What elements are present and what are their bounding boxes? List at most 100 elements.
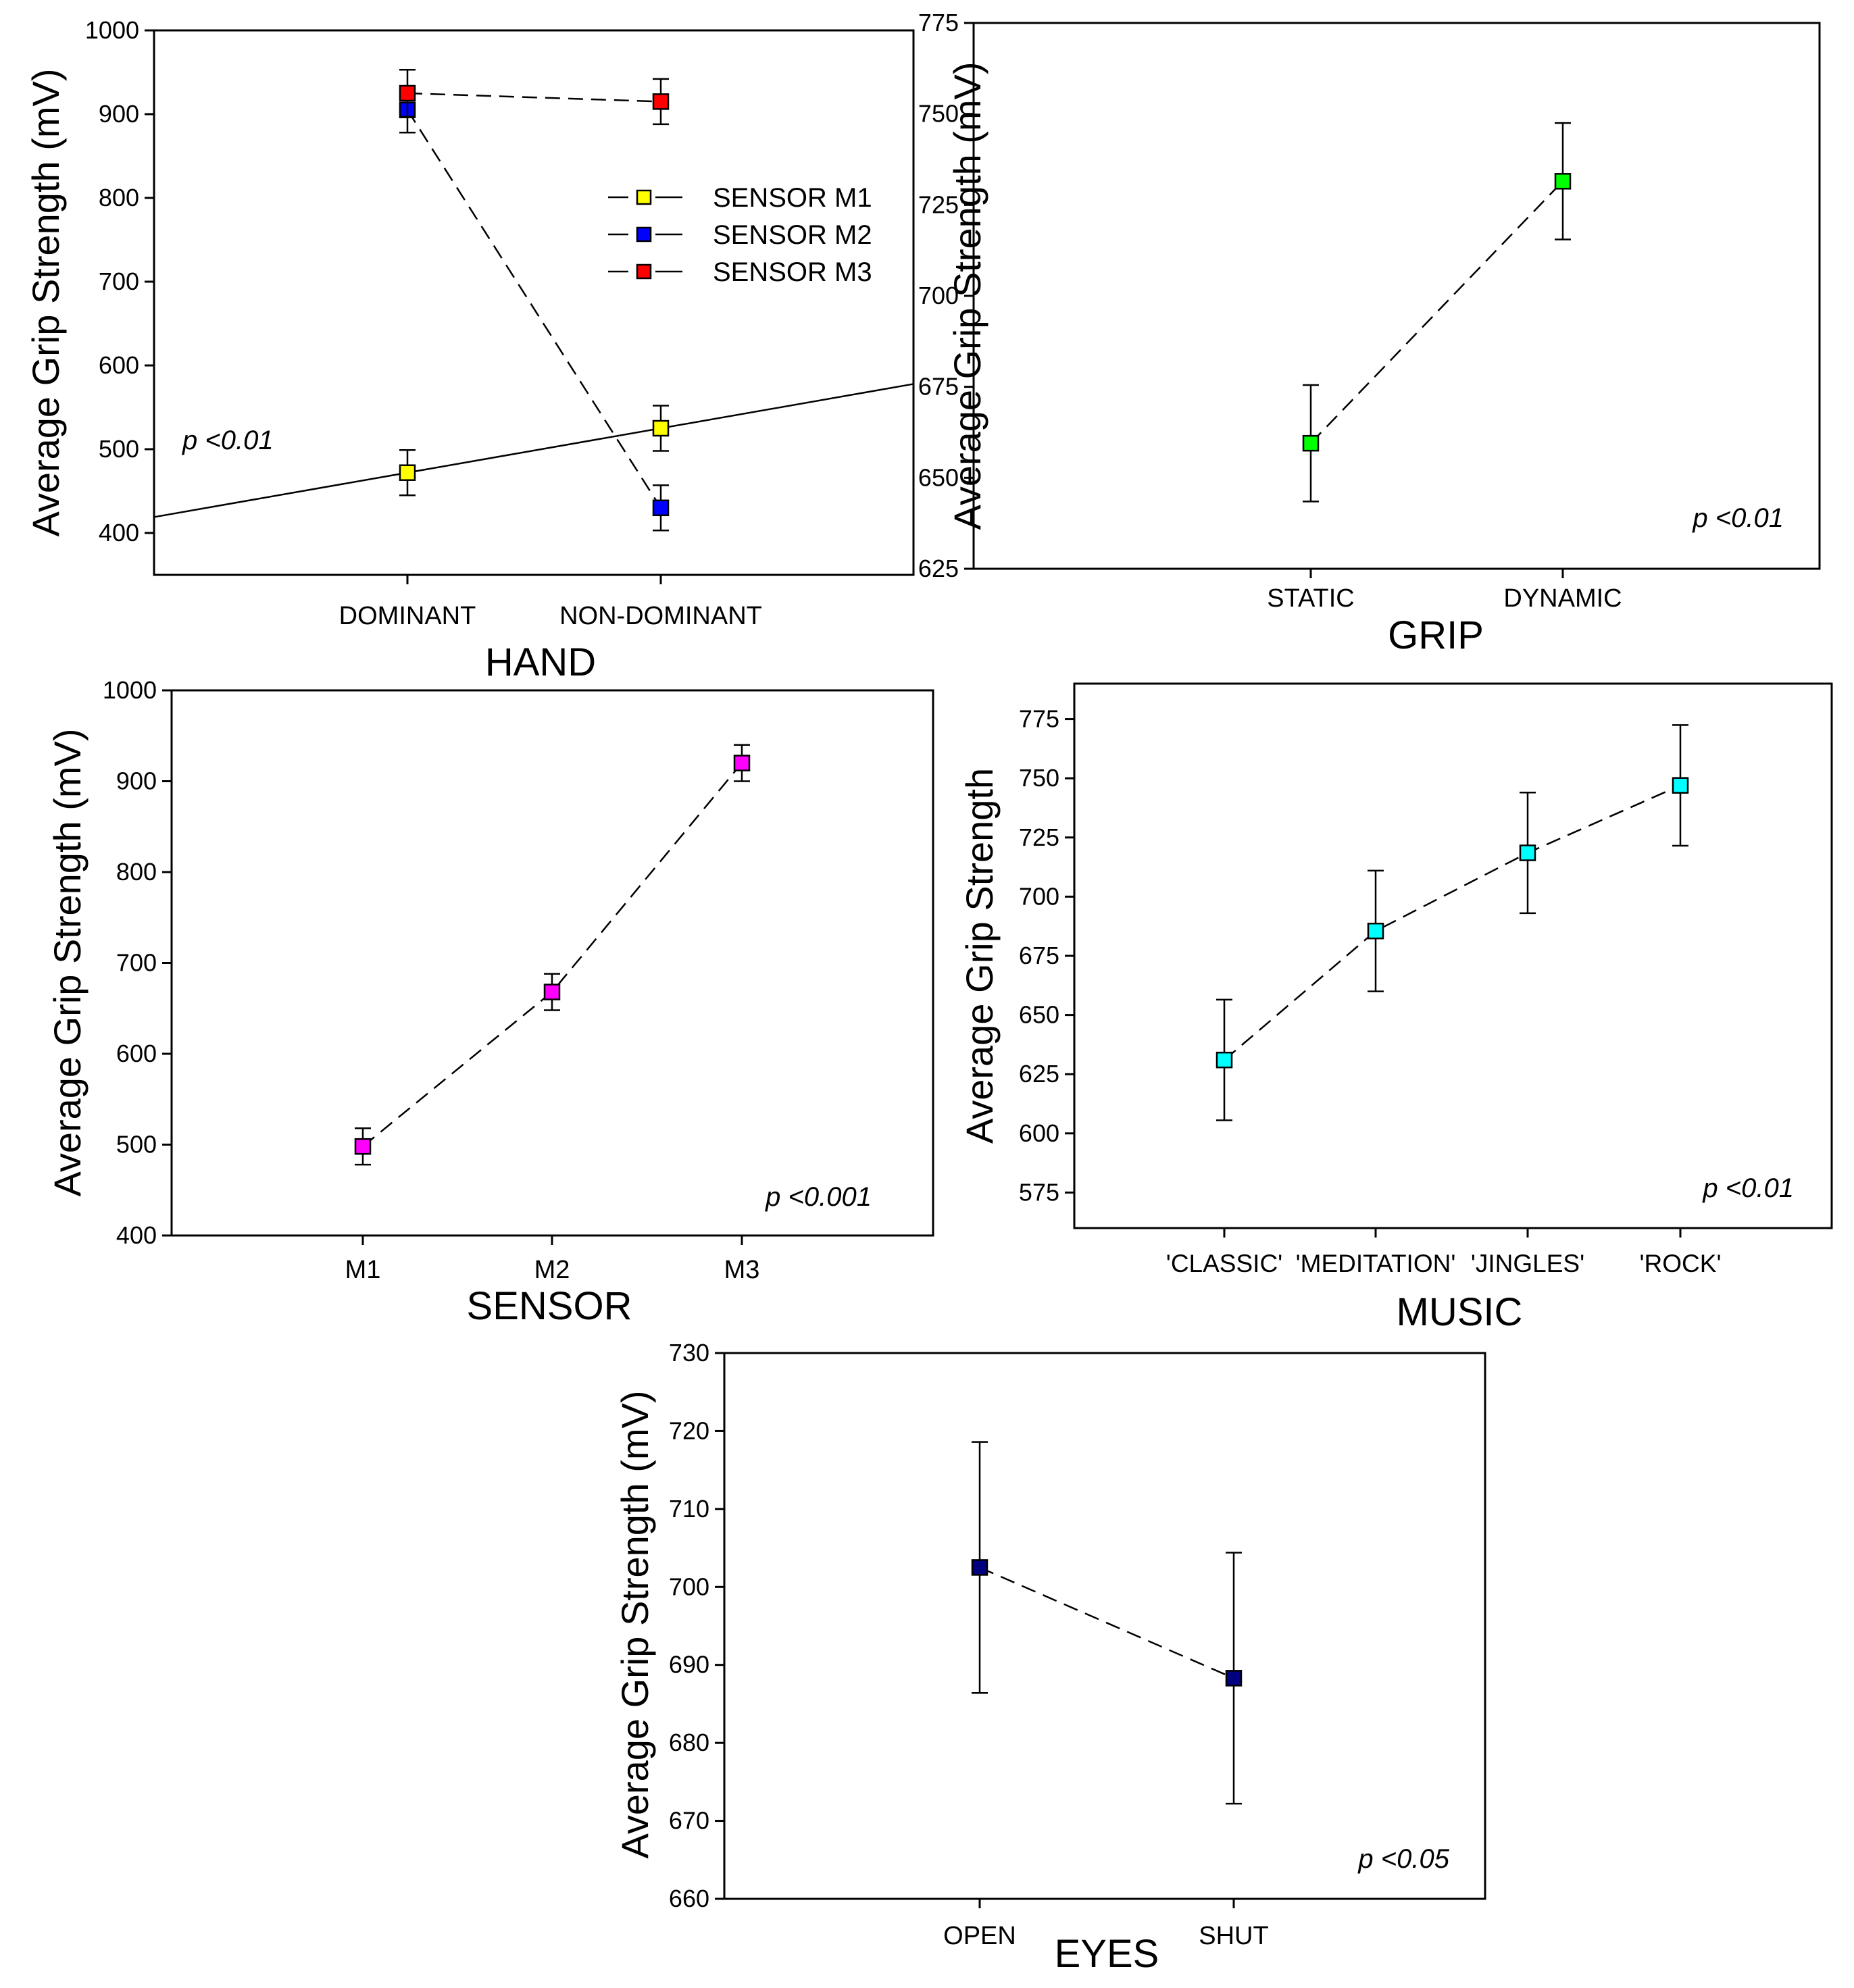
x-axis-title: MUSIC (1397, 1290, 1523, 1334)
chart-grip: 625 650 675 700 725 750 775 STATIC DYNAMIC GRIP Av… (918, 9, 1821, 657)
y-axis-title: Average Grip Strength (mV) (946, 61, 988, 530)
p-value-annotation: p <0.01 (182, 426, 274, 455)
series-sensor-m3: SENSOR M3 (399, 69, 872, 287)
x-tick-label: 'JINGLES' (1471, 1250, 1584, 1277)
data-point (652, 499, 670, 517)
y-tick-label: 700 (918, 282, 959, 309)
x-tick-label: M2 (534, 1256, 570, 1284)
p-value-annotation: p <0.01 (1702, 1173, 1794, 1203)
y-tick-label: 400 (116, 1221, 157, 1249)
x-tick-label: 'ROCK' (1639, 1250, 1721, 1277)
data-point (1367, 922, 1384, 940)
data-point (543, 984, 561, 1000)
y-tick-label: 800 (116, 858, 157, 886)
legend-label: SENSOR M2 (713, 220, 872, 250)
y-tick-label: 725 (1019, 823, 1059, 851)
data-point (971, 1559, 988, 1576)
y-tick-label: 720 (669, 1417, 709, 1444)
y-tick-label: 625 (918, 555, 959, 582)
series-line (1224, 784, 1681, 1061)
y-tick-label: 600 (1019, 1119, 1059, 1147)
y-axis-title: Average Grip Strength (mV) (46, 728, 89, 1196)
series-sensor-m2: SENSOR M2 (399, 86, 872, 532)
x-tick-label: OPEN (943, 1922, 1016, 1950)
p-value-annotation: p <0.05 (1357, 1844, 1449, 1874)
series-music (1216, 724, 1689, 1121)
legend-label: SENSOR M3 (713, 257, 872, 287)
legend-marker (636, 189, 652, 205)
y-tick-label: 725 (918, 190, 959, 218)
data-point (652, 93, 670, 110)
y-tick-label: 775 (918, 9, 959, 36)
y-tick-label: 680 (669, 1729, 709, 1756)
data-point (354, 1138, 372, 1155)
x-tick-label: DYNAMIC (1503, 584, 1622, 613)
y-tick-label: 675 (1019, 942, 1059, 969)
data-point (1225, 1670, 1243, 1687)
data-point (1216, 1051, 1233, 1069)
x-axis-title: EYES (1055, 1932, 1159, 1976)
legend-label: SENSOR M1 (713, 183, 872, 213)
y-tick-label: 500 (116, 1131, 157, 1158)
y-tick-label: 400 (99, 519, 139, 546)
y-tick-label: 710 (669, 1495, 709, 1523)
y-tick-label: 575 (1019, 1178, 1059, 1206)
data-point (652, 419, 670, 437)
x-axis-title: SENSOR (467, 1284, 632, 1328)
data-point (1554, 173, 1572, 190)
y-tick-label: 1000 (103, 676, 157, 704)
y-tick-label: 660 (669, 1885, 709, 1912)
chart-music: 575 600 625 650 675 700 725 750 775 'CLASSIC' 'MED… (958, 682, 1833, 1334)
y-tick-label: 670 (669, 1807, 709, 1835)
series-line (1310, 180, 1563, 444)
data-point (1302, 434, 1320, 452)
series-sensor (354, 744, 751, 1166)
y-tick-label: 625 (1019, 1060, 1059, 1088)
y-tick-label: 650 (1019, 1001, 1059, 1029)
series-grip (1302, 122, 1572, 503)
y-tick-label: 700 (116, 949, 157, 977)
legend-marker (636, 263, 652, 280)
x-tick-label: DOMINANT (339, 602, 476, 630)
y-axis-title: Average Grip Strength (mV) (24, 68, 67, 536)
x-tick-label: STATIC (1267, 584, 1354, 613)
x-tick-label: NON-DOMINANT (559, 602, 762, 630)
y-tick-label: 700 (99, 267, 139, 295)
x-tick-label: M3 (724, 1256, 760, 1284)
series-sensor-m1: SENSOR M1 (153, 183, 914, 518)
data-point (399, 84, 416, 102)
x-tick-label: 'MEDITATION' (1296, 1250, 1456, 1277)
y-tick-label: 690 (669, 1651, 709, 1679)
data-point (733, 755, 751, 771)
y-tick-label: 900 (116, 767, 157, 795)
p-value-annotation: p <0.01 (1692, 503, 1784, 533)
series-line (407, 92, 661, 103)
y-tick-label: 1000 (85, 16, 139, 44)
y-axis-title: Average Grip Strength (958, 768, 1001, 1144)
data-point (1672, 777, 1689, 794)
chart-sensor: 400 500 600 700 800 900 1000 M1 M2 M3 SENSOR Averag… (46, 676, 934, 1328)
x-tick-label: M1 (345, 1256, 381, 1284)
x-axis-title: GRIP (1388, 613, 1484, 657)
regression-line (153, 383, 914, 518)
y-tick-label: 600 (116, 1040, 157, 1067)
plot-frame (153, 29, 915, 576)
y-tick-label: 600 (99, 351, 139, 379)
y-tick-label: 700 (669, 1573, 709, 1600)
legend-marker (636, 226, 652, 243)
y-tick-label: 730 (669, 1339, 709, 1367)
y-tick-label: 800 (99, 184, 139, 211)
y-tick-label: 750 (918, 100, 959, 128)
y-tick-label: 750 (1019, 764, 1059, 792)
x-axis-title: HAND (485, 640, 596, 684)
x-tick-label: 'CLASSIC' (1166, 1250, 1282, 1277)
chart-eyes: 660 670 680 690 700 710 720 730 OPEN SHUT EYES Aver… (613, 1339, 1486, 1976)
plot-frame (723, 1352, 1486, 1900)
series-line (406, 109, 662, 509)
y-tick-label: 700 (1019, 882, 1059, 910)
p-value-annotation: p <0.001 (765, 1182, 872, 1212)
data-point (1519, 844, 1536, 861)
y-tick-label: 675 (918, 373, 959, 401)
x-tick-label: SHUT (1199, 1922, 1268, 1950)
